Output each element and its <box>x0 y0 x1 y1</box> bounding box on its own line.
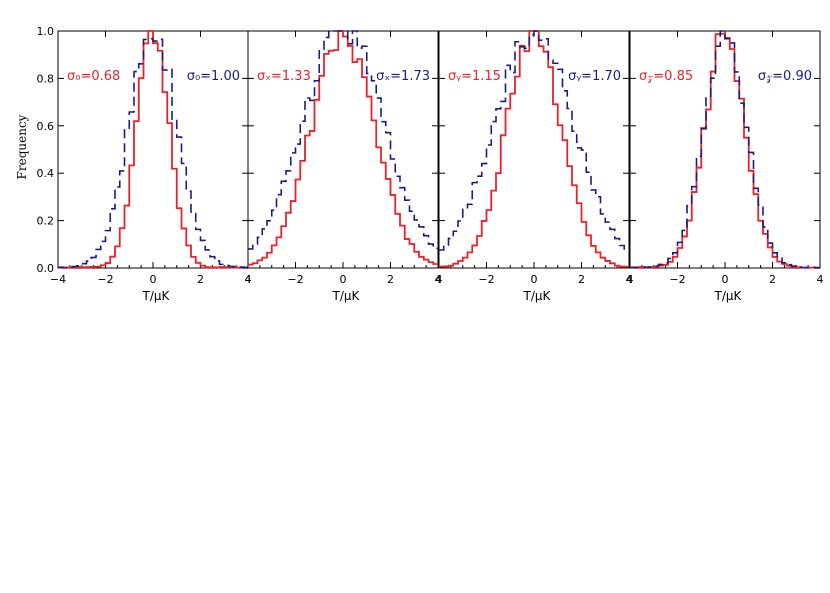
y-axis-label: Frequency <box>15 114 29 179</box>
sigma-annotation: σₓ=1.73 <box>376 69 430 84</box>
x-tick-label: −2 <box>287 273 303 286</box>
plot-frame <box>629 30 821 269</box>
plot-frame <box>438 30 630 269</box>
x-tick-label: −2 <box>478 273 494 286</box>
solid-histogram <box>248 30 438 266</box>
x-tick-label: 4 <box>626 273 633 286</box>
x-tick-label: 4 <box>245 273 252 286</box>
panel-1: −4 −2 0 2 4 0.0 0.2 0.4 0.6 0.8 1.0 T/μK σ₀=0.68 σ₀=1… <box>37 25 252 303</box>
y-tick-label: 0.4 <box>37 167 55 180</box>
dashed-histogram <box>630 30 820 269</box>
x-axis-label: T/μK <box>714 289 743 303</box>
x-tick-label: 4 <box>817 273 824 286</box>
sigma-annotation: σᵧ=1.70 <box>568 69 621 84</box>
dashed-histogram <box>58 37 248 269</box>
x-tick-label: 2 <box>578 273 585 286</box>
panel-3: 4 −2 0 2 4 T/μK σᵧ=1.15 σᵧ=1.70 <box>436 30 633 303</box>
x-axis-label: T/μK <box>142 289 171 303</box>
x-tick-label: 0 <box>531 273 538 286</box>
x-tick-label: −4 <box>50 273 66 286</box>
x-tick-label: −2 <box>669 273 685 286</box>
sigma-annotation: σ₀=1.00 <box>187 69 240 84</box>
panel-2: 4 −2 0 2 4 T/μK σₓ=1.33 σₓ=1.73 <box>245 30 442 303</box>
y-tick-label: 0.6 <box>37 120 55 133</box>
y-tick-label: 0.0 <box>37 262 55 275</box>
x-tick-label: 4 <box>436 273 443 286</box>
x-tick-label: 0 <box>340 273 347 286</box>
sigma-annotation: σ𝓏=0.90 <box>758 69 812 84</box>
sigma-annotation: σ₀=0.68 <box>67 69 120 84</box>
panel-4: 4 −2 0 2 4 T/μK σ𝓏=0.85 σ𝓏=0.90 <box>627 30 824 303</box>
x-tick-label: 0 <box>722 273 729 286</box>
sigma-annotation: σᵧ=1.15 <box>448 69 501 84</box>
x-tick-label: 2 <box>197 273 204 286</box>
solid-histogram <box>58 30 248 269</box>
plot-frame <box>57 30 249 269</box>
plot-frame <box>247 30 439 269</box>
sigma-annotation: σₓ=1.33 <box>257 69 311 84</box>
y-tick-label: 0.2 <box>37 215 55 228</box>
sigma-annotation: σ𝓏=0.85 <box>639 69 693 84</box>
solid-histogram <box>439 30 629 268</box>
x-axis-label: T/μK <box>332 289 361 303</box>
dashed-histogram <box>439 30 629 252</box>
y-tick-label: 1.0 <box>37 25 55 38</box>
dashed-histogram <box>248 30 438 250</box>
x-tick-label: 2 <box>387 273 394 286</box>
x-tick-label: 2 <box>769 273 776 286</box>
x-tick-label: 4 <box>627 273 634 286</box>
x-tick-label: 4 <box>245 273 252 286</box>
x-tick-label: −2 <box>97 273 113 286</box>
x-tick-label: 0 <box>150 273 157 286</box>
x-axis-label: T/μK <box>523 289 552 303</box>
x-tick-label: 4 <box>435 273 442 286</box>
y-tick-label: 0.8 <box>37 72 55 85</box>
